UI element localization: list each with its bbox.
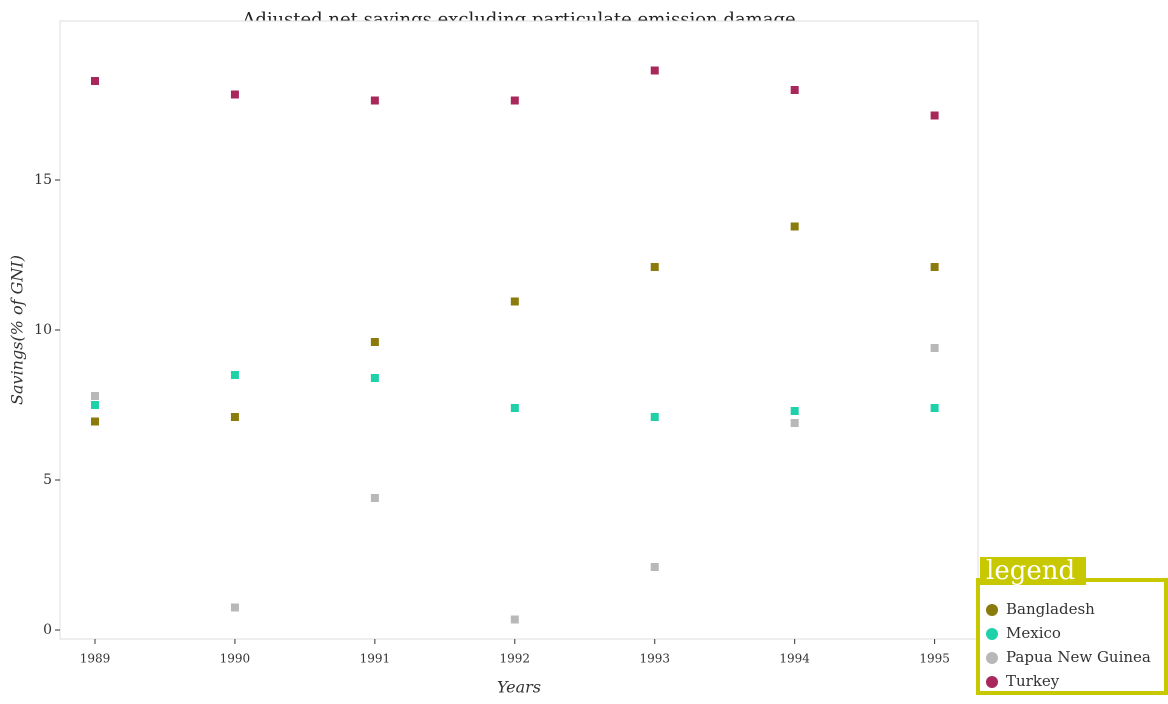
point [650,66,659,75]
point [510,297,519,306]
point [370,96,379,105]
point [90,401,99,409]
x-tick-label: 1993 [639,652,670,666]
point [370,494,379,502]
legend-swatch [986,676,998,688]
point [650,413,659,421]
point [930,263,939,271]
point [930,404,939,412]
point [90,77,99,85]
legend-title: legend [986,556,1075,586]
point [370,338,379,346]
x-tick-label: 1994 [779,652,810,666]
legend-label: Papua New Guinea [1006,648,1151,666]
point [230,371,239,379]
y-tick-label: 15 [34,172,52,188]
y-tick-label: 0 [43,622,52,638]
point [230,413,239,421]
x-axis-label: Years [497,678,541,697]
legend-swatch [986,604,998,616]
point [230,603,239,612]
point [90,417,99,426]
x-tick-label: 1991 [360,652,391,666]
legend-swatch [986,628,998,640]
point [370,374,379,382]
legend-title-bg [980,557,1086,585]
point [790,222,799,231]
point [510,404,519,412]
point [650,263,659,271]
x-tick-label: 1995 [919,652,950,666]
point [90,392,99,400]
point [790,419,799,427]
y-tick-label: 10 [34,322,52,338]
x-tick-label: 1992 [500,652,531,666]
x-tick-label: 1989 [80,652,111,666]
point [510,96,519,105]
point [650,563,659,571]
y-tick-label: 5 [43,472,52,488]
point [790,86,799,94]
point [930,111,939,120]
legend-label: Mexico [1006,624,1061,642]
point [930,344,939,352]
point [790,407,799,415]
x-tick-label: 1990 [220,652,251,666]
y-axis-label: Savings(% of GNI) [8,255,27,405]
point [510,615,519,624]
legend-label: Turkey [1006,672,1060,690]
plot-area [59,20,979,640]
legend-label: Bangladesh [1006,600,1095,618]
point [230,90,239,99]
legend-swatch [986,652,998,664]
